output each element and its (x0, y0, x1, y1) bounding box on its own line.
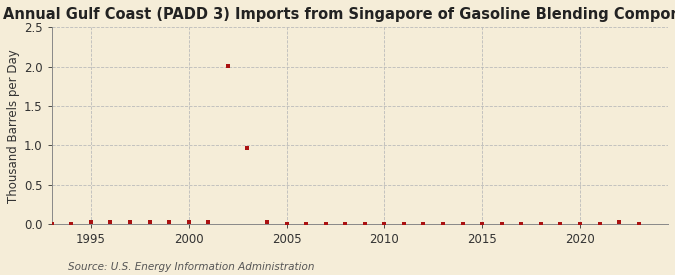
Point (281, 222, 292, 226)
Point (457, 222, 468, 226)
Point (477, 222, 487, 226)
Point (66, 222, 77, 226)
Y-axis label: Thousand Barrels per Day: Thousand Barrels per Day (7, 49, 20, 202)
Point (262, 220, 273, 225)
Point (594, 222, 605, 226)
Point (184, 220, 194, 225)
Point (496, 222, 507, 226)
Point (242, 145, 253, 150)
Point (47, 222, 57, 226)
Point (555, 222, 566, 226)
Point (535, 222, 546, 226)
Point (359, 222, 370, 226)
Point (144, 220, 155, 225)
Point (398, 222, 409, 226)
Point (574, 222, 585, 226)
Point (320, 222, 331, 226)
Point (614, 220, 624, 225)
Point (516, 222, 526, 226)
Point (418, 222, 429, 226)
Point (223, 64, 234, 68)
Point (105, 220, 116, 225)
Point (300, 222, 311, 226)
Point (125, 220, 136, 225)
Point (340, 222, 350, 226)
Point (437, 222, 448, 226)
Point (203, 220, 214, 225)
Point (86, 220, 97, 225)
Text: Source: U.S. Energy Information Administration: Source: U.S. Energy Information Administ… (68, 262, 314, 272)
Title: Annual Gulf Coast (PADD 3) Imports from Singapore of Gasoline Blending Component: Annual Gulf Coast (PADD 3) Imports from … (3, 7, 675, 22)
Point (379, 222, 389, 226)
Point (633, 222, 644, 226)
Point (164, 220, 175, 225)
